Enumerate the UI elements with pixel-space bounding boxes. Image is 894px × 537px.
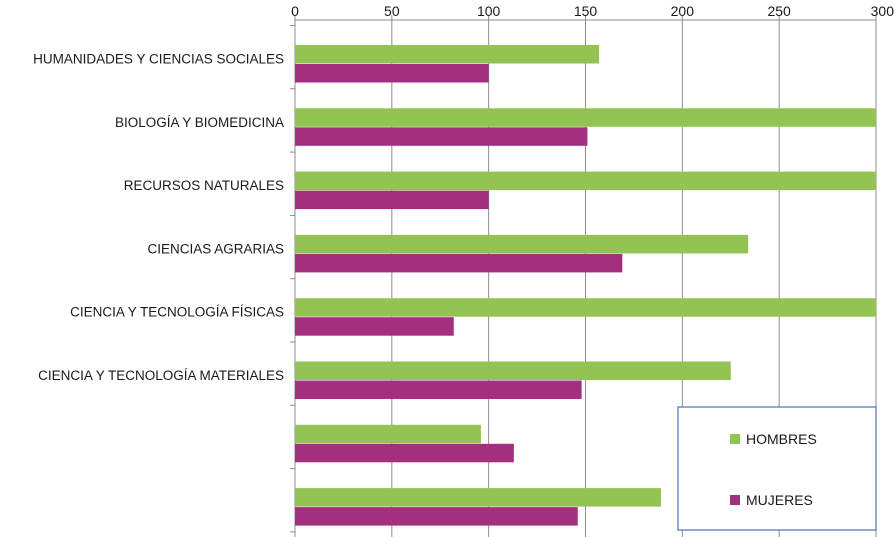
y-category-label: BIOLOGÍA Y BIOMEDICINA — [115, 115, 284, 130]
labels: 0 50 100 150 200 250 300 HUMANIDADES Y CIENCIAS… — [33, 3, 894, 383]
x-tick-label: 250 — [767, 3, 791, 19]
y-category-label: CIENCIA Y TECNOLOGÍA MATERIALES — [38, 368, 284, 383]
bar-hombres-3 — [295, 234, 749, 254]
x-tick-label: 300 — [871, 3, 894, 19]
bar-mujeres-5 — [295, 380, 582, 399]
legend-box — [677, 406, 877, 531]
bar-hombres-0 — [295, 45, 600, 64]
gridlines — [294, 20, 877, 537]
bar-mujeres-1 — [295, 127, 588, 146]
x-tick-label: 150 — [574, 3, 598, 19]
y-category-label: HUMANIDADES Y CIENCIAS SOCIALES — [33, 52, 284, 67]
x-tick-label: 50 — [384, 3, 400, 19]
bar-mujeres-7 — [295, 507, 578, 526]
bar-hombres-5 — [295, 361, 731, 380]
legend-label-hombres: HOMBRES — [746, 431, 817, 447]
bar-hombres-6 — [295, 424, 481, 444]
bar-mujeres-0 — [295, 64, 489, 83]
y-category-label: RECURSOS NATURALES — [124, 178, 284, 193]
legend-swatch-mujeres — [730, 495, 740, 505]
bars — [295, 45, 876, 526]
y-category-label: CIENCIAS AGRARIAS — [147, 241, 284, 256]
bar-mujeres-4 — [295, 317, 454, 336]
bar-hombres-1 — [295, 108, 876, 127]
bar-hombres-4 — [295, 298, 876, 317]
x-tick-label: 200 — [671, 3, 695, 19]
bar-hombres-2 — [295, 171, 876, 191]
y-category-label: CIENCIA Y TECNOLOGÍA FÍSICAS — [70, 305, 284, 320]
x-tick-label: 100 — [477, 3, 501, 19]
bar-mujeres-6 — [295, 443, 514, 463]
bar-mujeres-2 — [295, 190, 489, 210]
bar-mujeres-3 — [295, 253, 623, 273]
legend: HOMBRES MUJERES — [677, 406, 877, 531]
legend-label-mujeres: MUJERES — [746, 492, 813, 508]
legend-swatch-hombres — [730, 434, 740, 444]
bar-hombres-7 — [295, 488, 662, 507]
x-tick-label: 0 — [291, 3, 299, 19]
